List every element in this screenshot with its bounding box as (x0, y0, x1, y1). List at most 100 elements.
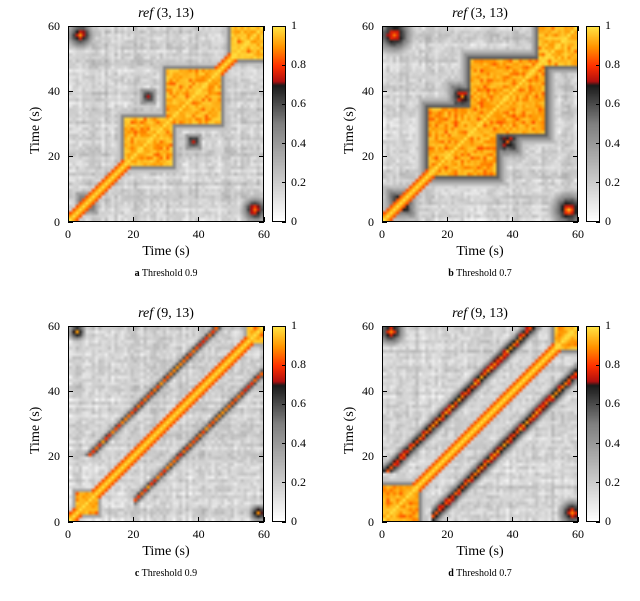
colorbar-tick-mark (282, 522, 286, 523)
ytick-mark (259, 26, 264, 27)
colorbar-tick-mark (596, 522, 600, 523)
ytick-mark (68, 26, 73, 27)
xtick-label: 0 (65, 227, 71, 242)
colorbar-tick-mark (596, 222, 600, 223)
colorbar-tick-label: 1 (291, 18, 297, 33)
xtick-label: 60 (572, 227, 584, 242)
ytick-mark (573, 156, 578, 157)
colorbar-tick-mark (596, 26, 600, 27)
subcaption-text: Threshold 0.7 (456, 268, 512, 279)
colorbar-tick-label: 0.6 (605, 96, 620, 111)
colorbar (272, 26, 286, 222)
title-prefix: ref (138, 306, 153, 321)
colorbar-tick-mark (596, 143, 600, 144)
panel-c: ref (9, 13)02040600204060Time (s)Time (s… (12, 300, 312, 585)
colorbar-canvas (587, 27, 599, 221)
colorbar-tick-mark (596, 326, 600, 327)
subcaption-letter: b (448, 268, 454, 279)
ytick-mark (382, 91, 387, 92)
ytick-mark (68, 222, 73, 223)
subcaption-letter: c (135, 568, 139, 579)
xtick-label: 40 (507, 227, 519, 242)
recurrence-plot (382, 326, 578, 522)
ytick-mark (382, 456, 387, 457)
colorbar-tick-mark (282, 65, 286, 66)
xtick-label: 40 (507, 527, 519, 542)
title-args: (9, 13) (157, 306, 194, 321)
colorbar-tick-mark (282, 222, 286, 223)
xtick-mark (382, 26, 383, 31)
title-prefix: ref (138, 6, 153, 21)
xtick-label: 20 (127, 227, 139, 242)
colorbar-tick-label: 0.6 (605, 396, 620, 411)
colorbar-tick-label: 0 (605, 214, 611, 229)
colorbar-tick-label: 0.8 (605, 357, 620, 372)
xtick-label: 60 (258, 227, 270, 242)
colorbar (586, 326, 600, 522)
xtick-mark (264, 26, 265, 31)
subcaption-text: Threshold 0.9 (142, 268, 198, 279)
xtick-mark (578, 26, 579, 31)
colorbar-tick-mark (596, 65, 600, 66)
ytick-mark (259, 522, 264, 523)
ytick-mark (382, 26, 387, 27)
ytick-mark (573, 456, 578, 457)
colorbar-canvas (587, 327, 599, 521)
colorbar-tick-label: 0 (605, 514, 611, 529)
xtick-mark (512, 217, 513, 222)
xtick-mark (512, 517, 513, 522)
subcaption-text: Threshold 0.7 (456, 568, 512, 579)
colorbar-tick-label: 0.4 (605, 436, 620, 451)
xtick-mark (512, 326, 513, 331)
panel-title: ref (3, 13) (382, 6, 578, 22)
x-axis-label: Time (s) (68, 544, 264, 560)
colorbar-tick-label: 1 (605, 18, 611, 33)
colorbar-tick-label: 0 (291, 514, 297, 529)
ytick-mark (573, 91, 578, 92)
ytick-mark (573, 26, 578, 27)
panel-subcaption: d Threshold 0.7 (382, 568, 578, 579)
xtick-label: 0 (65, 527, 71, 542)
x-axis-label: Time (s) (382, 544, 578, 560)
xtick-mark (198, 26, 199, 31)
xtick-label: 40 (193, 527, 205, 542)
colorbar-tick-label: 0.2 (605, 175, 620, 190)
y-axis-label: Time (s) (28, 407, 44, 454)
y-axis-label: Time (s) (342, 107, 358, 154)
xtick-label: 20 (441, 527, 453, 542)
panel-subcaption: a Threshold 0.9 (68, 268, 264, 279)
title-prefix: ref (452, 306, 467, 321)
figure-root: ref (3, 13) 0 20 40 60 0 20 40 60 Time (s) Time (s… (0, 0, 640, 601)
panel-b: ref (3, 13)02040600204060Time (s)Time (s… (326, 0, 626, 285)
colorbar-tick-mark (282, 26, 286, 27)
xtick-mark (447, 217, 448, 222)
panel-subcaption: b Threshold 0.7 (382, 268, 578, 279)
ytick-mark (259, 91, 264, 92)
ytick-mark (68, 156, 73, 157)
heatmap-canvas (69, 327, 263, 521)
xtick-label: 40 (193, 227, 205, 242)
colorbar-tick-label: 0.2 (291, 475, 306, 490)
title-args: (3, 13) (157, 6, 194, 21)
xtick-mark (447, 517, 448, 522)
ytick-mark (68, 391, 73, 392)
colorbar-canvas (273, 27, 285, 221)
xtick-mark (198, 217, 199, 222)
xtick-label: 20 (127, 527, 139, 542)
xtick-label: 0 (379, 227, 385, 242)
ytick-mark (382, 391, 387, 392)
title-args: (9, 13) (471, 306, 508, 321)
ytick-mark (573, 391, 578, 392)
xtick-mark (133, 26, 134, 31)
subcaption-letter: d (448, 568, 454, 579)
colorbar-tick-label: 1 (291, 318, 297, 333)
colorbar-tick-mark (596, 365, 600, 366)
colorbar-tick-mark (282, 104, 286, 105)
xtick-mark (382, 326, 383, 331)
colorbar-tick-mark (596, 404, 600, 405)
colorbar-tick-label: 0.6 (291, 96, 306, 111)
heatmap-canvas (69, 27, 263, 221)
colorbar-tick-mark (596, 482, 600, 483)
colorbar-tick-mark (282, 365, 286, 366)
colorbar-tick-label: 0.8 (291, 357, 306, 372)
